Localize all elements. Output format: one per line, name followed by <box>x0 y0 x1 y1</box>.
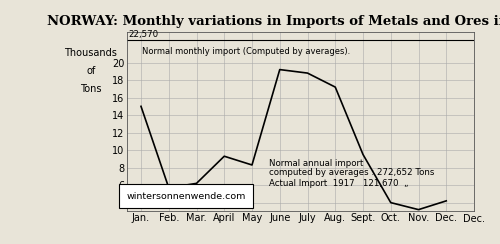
Text: Normal monthly import (Computed by averages).: Normal monthly import (Computed by avera… <box>142 47 350 56</box>
Text: Normal annual import: Normal annual import <box>268 159 363 168</box>
Text: wintersonnenwende.com: wintersonnenwende.com <box>126 192 246 201</box>
Text: 22,570: 22,570 <box>128 30 158 39</box>
Text: Tons: Tons <box>80 84 102 94</box>
Text: Actual Import  1917   121,670  „: Actual Import 1917 121,670 „ <box>268 179 408 188</box>
Text: Thousands: Thousands <box>64 49 117 59</box>
Text: of: of <box>86 66 96 76</box>
Text: Dec.: Dec. <box>463 214 485 224</box>
Text: computed by averages : 272,652 Tons: computed by averages : 272,652 Tons <box>268 168 434 177</box>
Title: NORWAY: Monthly variations in Imports of Metals and Ores in 1917.: NORWAY: Monthly variations in Imports of… <box>47 15 500 28</box>
